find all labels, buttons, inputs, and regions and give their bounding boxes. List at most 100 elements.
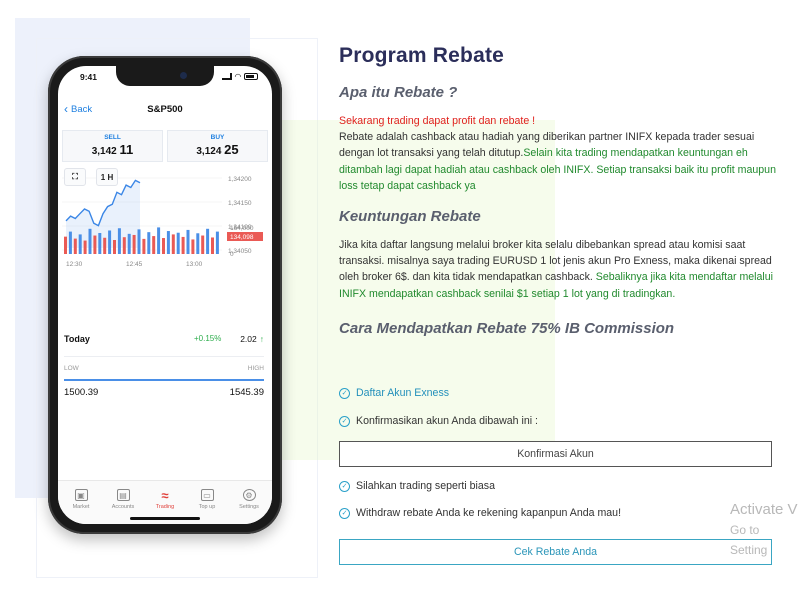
- chart-canvas: 1,34200 1,34150 1,34100 1,34050 164,000 134,0…: [62, 176, 263, 268]
- sell-price: 3,142 11: [91, 142, 134, 157]
- current-volume-badge: [227, 232, 263, 241]
- volume-bar: [196, 233, 200, 254]
- battery-icon: [244, 73, 258, 80]
- time-tick-label: 12:45: [126, 261, 143, 268]
- divider: [64, 356, 264, 357]
- volume-bar: [113, 240, 116, 254]
- volume-top-label: 164,000: [230, 225, 254, 232]
- high-label: HIGH: [247, 365, 264, 372]
- section-what-text: Sekarang trading dapat profit dan rebate…: [339, 115, 776, 192]
- today-change-value: 2.02 ↑: [240, 334, 264, 344]
- instrument-title: S&P500: [147, 104, 183, 115]
- app-navbar: ‹ Back S&P500: [58, 100, 272, 124]
- wifi-icon: ◠: [234, 72, 241, 81]
- home-indicator: [130, 517, 200, 520]
- status-icons: ◠: [221, 72, 258, 81]
- volume-bar: [166, 231, 170, 254]
- price-tick-label: 1,34200: [228, 176, 252, 183]
- tab-accounts[interactable]: ▤ Accounts: [104, 489, 142, 524]
- check-rebate-button[interactable]: Cek Rebate Anda: [339, 539, 772, 565]
- buy-button[interactable]: BUY 3,124 25: [167, 130, 268, 162]
- rebate-content: Program Rebate Apa itu Rebate ? Sekarang…: [339, 44, 779, 337]
- volume-zero-label: 0: [230, 251, 234, 258]
- sell-button[interactable]: SELL 3,142 11: [62, 130, 163, 162]
- volume-bar: [176, 232, 180, 254]
- volume-bar: [88, 228, 92, 254]
- tab-settings[interactable]: ⚙ Settings: [230, 489, 268, 524]
- step-register-link[interactable]: ✓ Daftar Akun Exness: [339, 387, 449, 399]
- tab-label: Market: [72, 504, 90, 510]
- volume-bar: [152, 236, 156, 254]
- volume-bar: [73, 238, 77, 254]
- arrow-up-icon: ↑: [259, 334, 264, 344]
- phone-mockup: 9:41 ◠ ‹ Back S&P500 SELL 3,142 11: [48, 56, 282, 534]
- price-chart: 1,34200 1,34150 1,34100 1,34050 164,000 134,0…: [58, 168, 272, 318]
- today-label: Today: [64, 334, 90, 344]
- step-confirm: ✓ Konfirmasikan akun Anda dibawah ini :: [339, 415, 538, 427]
- volume-bar: [93, 235, 97, 254]
- volume-bar: [147, 232, 151, 254]
- volume-bar: [181, 236, 185, 254]
- accounts-icon: ▤: [116, 489, 130, 501]
- volume-bar: [191, 239, 195, 254]
- volume-bar: [78, 234, 82, 254]
- tab-bar: ▣ Market ▤ Accounts ≈ Trading ▭ Top up ⚙: [58, 480, 272, 524]
- low-label: LOW: [64, 365, 79, 372]
- volume-bar: [142, 238, 146, 254]
- volume-bar: [68, 231, 72, 254]
- volume-bar: [215, 231, 219, 254]
- expand-icon[interactable]: ⛶: [64, 168, 86, 186]
- high-value: 1545.39: [229, 387, 264, 398]
- quote-panel: SELL 3,142 11 BUY 3,124 25: [62, 130, 268, 162]
- step-withdraw: ✓ Withdraw rebate Anda ke rekening kapan…: [339, 507, 621, 519]
- section-heading-what: Apa itu Rebate ?: [339, 84, 458, 101]
- signal-icon: [221, 73, 232, 80]
- low-value: 1500.39: [64, 387, 99, 398]
- tab-trading[interactable]: ≈ Trading: [146, 488, 184, 524]
- range-bar: [64, 379, 264, 381]
- volume-bar: [127, 233, 131, 254]
- volume-bar: [137, 229, 141, 254]
- volume-bar: [108, 230, 112, 254]
- background-watermark: [255, 120, 555, 460]
- timeframe-button[interactable]: 1 H: [96, 168, 118, 186]
- section-benefit-text: Jika kita daftar langsung melalui broker…: [339, 239, 774, 300]
- step-trade: ✓ Silahkan trading seperti biasa: [339, 480, 495, 492]
- volume-bar: [122, 237, 126, 254]
- today-panel: Today +0.15% 2.02 ↑ LOW HIGH 1500.39 1545…: [64, 334, 264, 401]
- low-high-range: LOW HIGH 1500.39 1545.39: [64, 365, 264, 401]
- current-volume-label: 134,098: [230, 234, 254, 241]
- volume-bar: [162, 238, 165, 254]
- volume-bar: [103, 237, 107, 254]
- page-title: Program Rebate: [339, 44, 505, 67]
- tab-market[interactable]: ▣ Market: [62, 489, 100, 524]
- back-button[interactable]: ‹ Back: [64, 102, 93, 116]
- back-label: Back: [71, 104, 93, 115]
- confirm-account-button[interactable]: Konfirmasi Akun: [339, 441, 772, 467]
- today-change-pct: +0.15%: [194, 334, 222, 343]
- time-tick-label: 12:30: [66, 261, 83, 268]
- tab-topup[interactable]: ▭ Top up: [188, 489, 226, 524]
- volume-bar: [157, 227, 161, 254]
- tab-label: Settings: [239, 504, 259, 510]
- tab-label: Top up: [198, 504, 216, 510]
- price-tick-label: 1,34150: [228, 200, 252, 207]
- volume-bar: [171, 234, 175, 254]
- tab-label: Accounts: [111, 504, 135, 510]
- price-tick-label: 1,34100: [228, 224, 252, 231]
- sell-label: SELL: [104, 134, 121, 141]
- time-tick-label: 13:00: [186, 261, 203, 268]
- chevron-left-icon: ‹: [64, 102, 68, 116]
- volume-bar: [64, 236, 67, 254]
- phone-screen: 9:41 ◠ ‹ Back S&P500 SELL 3,142 11: [58, 66, 272, 524]
- check-circle-icon: ✓: [339, 507, 350, 519]
- activation-watermark: Activate V Go to Setting: [730, 501, 798, 557]
- highlight-text: Sekarang trading dapat profit dan rebate…: [339, 115, 536, 127]
- volume-bar: [132, 234, 136, 254]
- section-heading-how: Cara Mendapatkan Rebate 75% IB Commissio…: [339, 319, 675, 337]
- volume-bar: [206, 228, 210, 254]
- volume-bar: [211, 237, 214, 254]
- tab-label: Trading: [155, 504, 175, 510]
- buy-price: 3,124 25: [196, 142, 239, 157]
